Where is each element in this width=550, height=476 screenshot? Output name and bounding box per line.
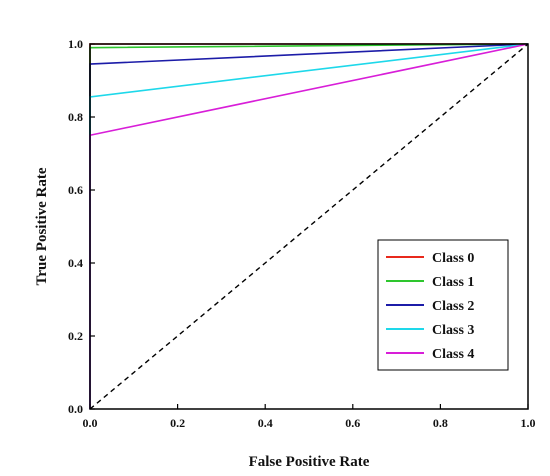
x-tick-label: 0.8 [433,416,448,430]
legend: Class 0 Class 1 Class 2 Class 3 Class 4 [377,239,509,371]
y-tick-label: 0.4 [68,256,83,270]
legend-items: Class 0 Class 1 Class 2 Class 3 Class 4 [386,251,474,362]
x-tick-label: 0.4 [258,416,273,430]
y-tick-label: 0.8 [68,110,83,124]
legend-label-class-4: Class 4 [432,347,474,362]
x-tick-label: 0.0 [83,416,98,430]
legend-label-class-2: Class 2 [432,299,474,314]
y-tick-label: 0.2 [68,329,83,343]
plot-frame [89,43,529,410]
x-tick-label: 1.0 [521,416,536,430]
x-tick-label: 0.6 [345,416,360,430]
legend-label-class-3: Class 3 [432,323,474,338]
x-axis-label: False Positive Rate [249,454,370,470]
y-tick-label: 1.0 [68,37,83,51]
y-tick-label: 0.0 [68,402,83,416]
x-tick-label: 0.2 [170,416,185,430]
y-tick-label: 0.6 [68,183,83,197]
legend-label-class-0: Class 0 [432,251,474,266]
legend-label-class-1: Class 1 [432,275,474,290]
y-axis-label: True Positive Rate [34,167,50,285]
ticks-layer: 0.0 0.2 0.4 0.6 0.8 1.0 0.0 0.2 0.4 0.6 0.8 1.0 [68,37,536,430]
